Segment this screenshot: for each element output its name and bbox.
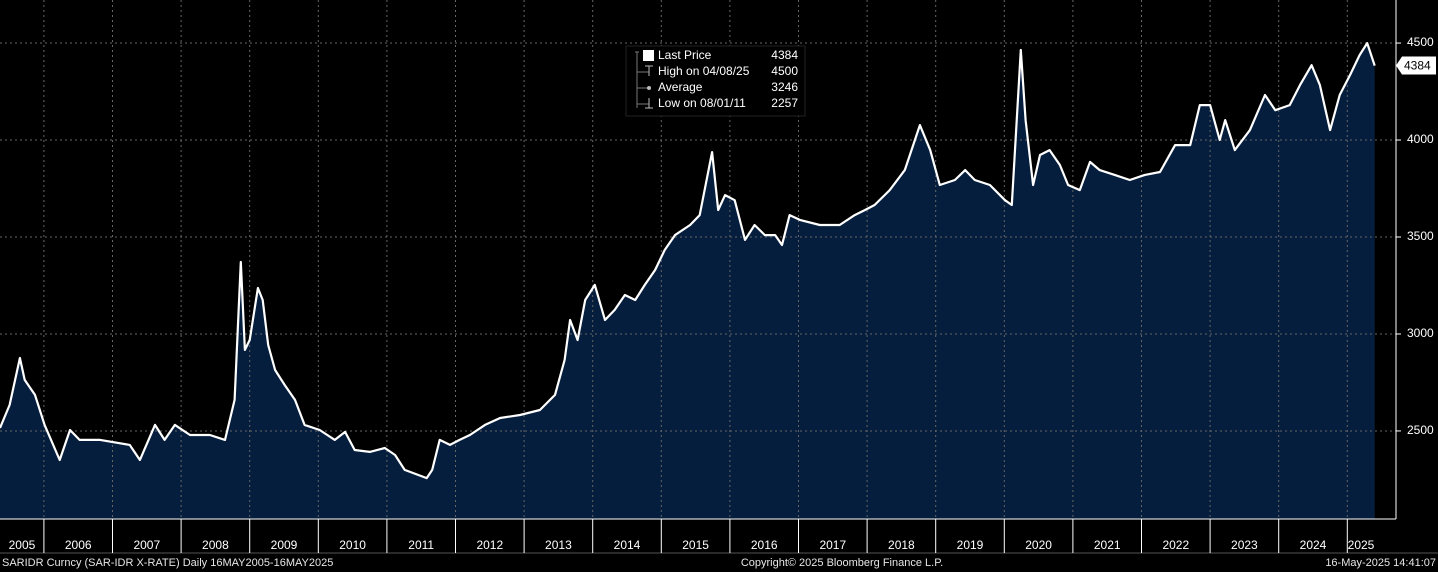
legend-label: Last Price (658, 48, 712, 62)
x-tick-label: 2013 (545, 538, 572, 552)
x-tick-label: 2022 (1162, 538, 1189, 552)
footer-center: Copyright© 2025 Bloomberg Finance L.P. (741, 557, 943, 569)
x-tick-label: 2018 (888, 538, 915, 552)
x-tick-label: 2017 (819, 538, 846, 552)
x-tick-label: 2015 (682, 538, 709, 552)
legend-average-icon (647, 86, 651, 90)
x-tick-label: 2012 (476, 538, 503, 552)
legend-tree (635, 51, 649, 108)
area-fill (0, 43, 1375, 519)
footer-right: 16-May-2025 14:41:07 (1325, 557, 1436, 569)
legend: Last Price 4384 High on 04/08/25 4500 Averag… (625, 45, 806, 117)
x-tick-label: 2020 (1025, 538, 1052, 552)
last-price-label: 4384 (1404, 59, 1431, 73)
legend-value: 2257 (771, 96, 798, 110)
footer-left: SARIDR Curncy (SAR-IDR X-RATE) Daily 16M… (2, 557, 333, 569)
x-tick-label: 2021 (1094, 538, 1121, 552)
x-tick-label: 2019 (957, 538, 984, 552)
price-line (0, 42, 1376, 480)
legend-label: Average (658, 80, 703, 94)
legend-swatch (643, 50, 654, 61)
x-tick-label: 2011 (408, 538, 434, 552)
plot-area (0, 0, 1396, 519)
legend-label: High on 04/08/25 (658, 64, 750, 78)
y-tick-label: 3000 (1407, 326, 1434, 340)
legend-value: 4384 (771, 48, 798, 62)
x-tick-label: 2016 (751, 538, 778, 552)
y-tick-label: 2500 (1407, 423, 1434, 437)
y-tick-label: 4000 (1407, 132, 1434, 146)
x-tick-label: 2005 (9, 538, 36, 552)
legend-box (625, 45, 806, 117)
last-price-tag (1396, 56, 1436, 75)
x-tick-label: 2025 (1348, 538, 1375, 552)
legend-value: 4500 (771, 64, 798, 78)
legend-high-icon (645, 65, 653, 76)
x-tick-label: 2008 (202, 538, 229, 552)
x-tick-label: 2014 (614, 538, 641, 552)
x-tick-label: 2023 (1231, 538, 1258, 552)
x-tick-label: 2010 (339, 538, 366, 552)
x-tick-label: 2009 (271, 538, 298, 552)
x-tick-label: 2024 (1300, 538, 1327, 552)
legend-label: Low on 08/01/11 (658, 96, 746, 110)
legend-low-icon (645, 98, 653, 109)
x-tick-label: 2007 (133, 538, 160, 552)
y-tick-label: 4500 (1407, 35, 1434, 49)
legend-value: 3246 (771, 80, 798, 94)
y-tick-label: 3500 (1407, 229, 1434, 243)
x-tick-label: 2006 (65, 538, 92, 552)
